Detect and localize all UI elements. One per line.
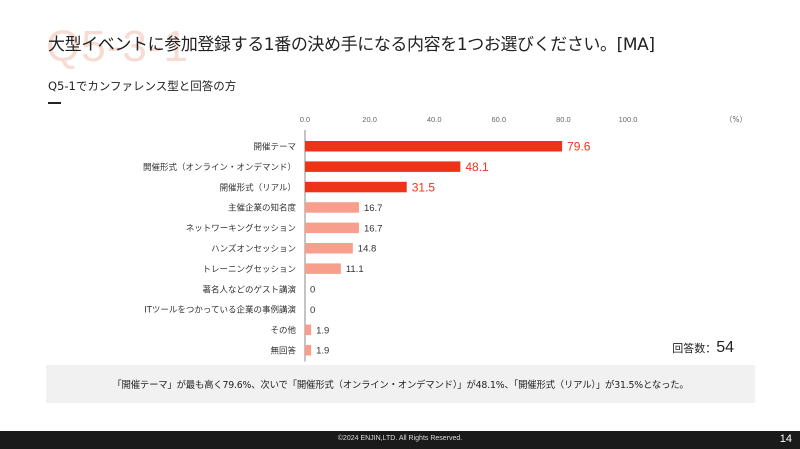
summary-box: 「開催テーマ」が最も高く79.6%、次いで「開催形式（オンライン・オンデマンド）… (46, 365, 755, 403)
category-label: 無回答 (270, 345, 296, 356)
bar (305, 263, 341, 274)
x-tick-label: 60.0 (491, 115, 506, 124)
category-label: 開催テーマ (253, 141, 296, 152)
data-label: 11.1 (346, 264, 364, 275)
respondent-count-value: 54 (716, 339, 734, 356)
page-title: 大型イベントに参加登録する1番の決め手になる内容を1つお選びください。[MA] (48, 35, 655, 55)
category-label: 著名人などのゲスト講演 (202, 284, 296, 295)
bar (305, 243, 353, 254)
footer-bar: ©2024 ENJIN,LTD. All Rights Reserved. 14 (0, 431, 800, 449)
bar (305, 141, 563, 152)
page-number: 14 (779, 433, 792, 445)
category-label: ハンズオンセッション (211, 243, 296, 254)
data-label: 16.7 (364, 223, 383, 234)
bar (305, 202, 359, 213)
category-label: ITツールをつかっている企業の事例講演 (144, 305, 296, 316)
x-tick-label: 20.0 (362, 115, 377, 124)
bar (305, 324, 312, 336)
data-label: 1.9 (316, 325, 329, 336)
bar (305, 161, 461, 172)
data-label: 16.7 (364, 203, 383, 214)
x-tick-label: 40.0 (427, 115, 442, 124)
watermark-question-number: Q5-3-1 (46, 22, 189, 71)
copyright-text: ©2024 ENJIN,LTD. All Rights Reserved. (337, 435, 463, 442)
x-axis-unit: （%） (725, 115, 747, 124)
subtitle-underline (48, 102, 61, 104)
category-label: 開催形式（リアル） (220, 182, 296, 193)
data-label: 1.9 (316, 346, 329, 357)
category-label: トレーニングセッション (202, 264, 296, 275)
bar (305, 181, 407, 193)
data-label: 31.5 (412, 180, 436, 194)
data-label: 48.1 (465, 160, 489, 174)
respondent-count: 回答数：54 (672, 339, 734, 357)
bar (305, 345, 312, 356)
data-label: 79.6 (567, 139, 591, 153)
x-tick-label: 80.0 (556, 115, 571, 124)
category-label: 主催企業の知名度 (228, 203, 297, 214)
data-label: 14.8 (358, 244, 377, 255)
respondent-count-label: 回答数： (672, 342, 717, 355)
summary-text: 「開催テーマ」が最も高く79.6%、次いで「開催形式（オンライン・オンデマンド）… (112, 380, 689, 391)
category-label: その他 (270, 325, 296, 336)
bar-chart: 0.0 20.0 40.0 60.0 80.0 100.0 （%） 開催テーマ 79.6 開催形式… (143, 115, 747, 362)
category-label: ネットワーキングセッション (186, 223, 296, 234)
chart-subtitle: Q5-1でカンファレンス型と回答の方 (48, 79, 237, 93)
category-label: 開催形式（オンライン・オンデマンド） (143, 162, 296, 173)
bar (305, 222, 359, 234)
data-label: 0 (310, 284, 315, 295)
x-tick-label: 100.0 (619, 115, 638, 124)
x-tick-label: 0.0 (300, 115, 310, 124)
data-label: 0 (310, 305, 315, 316)
